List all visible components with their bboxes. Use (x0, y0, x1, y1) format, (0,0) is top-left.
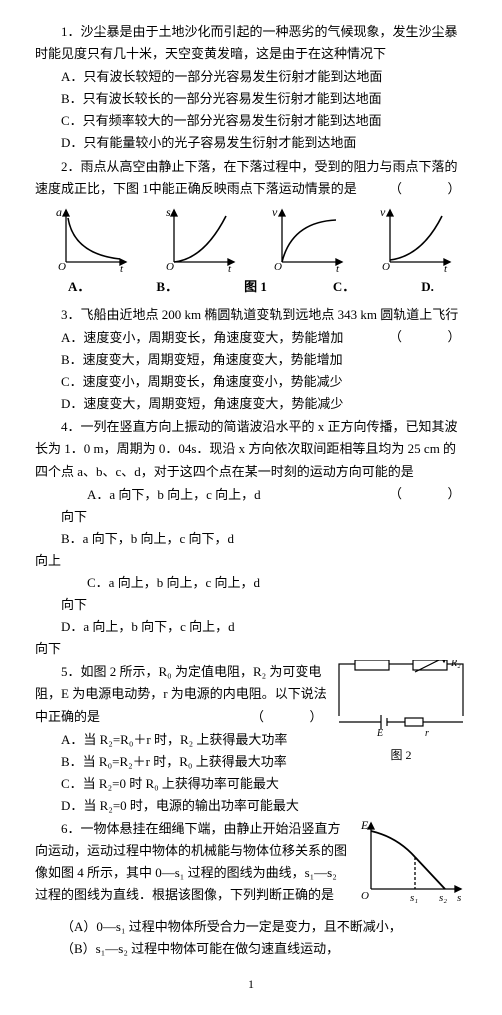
axis-O3: O (274, 261, 282, 273)
q2-graph-d: v O t (372, 204, 454, 274)
axis-t: t (120, 263, 124, 274)
q4-stem: 4．一列在竖直方向上振动的简谐波沿水平的 x 正方向传播，已知其波长为 1．0 … (35, 416, 467, 482)
q4-opt-b: B．a 向下，b 向上，c 向下，d 向上 (35, 528, 247, 572)
q6-graph: E O s₁ s₂ s (357, 817, 467, 909)
q5-caption: 图 2 (335, 745, 467, 765)
q5-figure: R₀ R₂ E r 图 2 (335, 660, 467, 765)
q2-figrow: a O t s O t v O t (35, 204, 467, 274)
q6-wrap: E O s₁ s₂ s 6．一物体悬挂在细绳下端，由静止开始沿竖直方向运动，运动… (35, 817, 467, 916)
axis-O: O (58, 261, 66, 273)
q6-O: O (361, 890, 369, 902)
q2-stem: 2．雨点从高空由静止下落，在下落过程中，受到的阻力与雨点下落的速度成正比，下图 … (35, 156, 467, 200)
q3-stem: 3．飞船由近地点 200 km 椭圆轨道变轨到远地点 343 km 圆轨道上飞行… (35, 304, 467, 326)
q5-circuit: R₀ R₂ E r (335, 660, 467, 736)
q4-opt-d: D．a 向上，b 向下，c 向上，d 向下 (35, 616, 247, 660)
axis-v: v (272, 205, 278, 219)
q2-label-a: A． (68, 276, 90, 298)
q1-opt-c: C．只有频率较大的一部分光容易发生衍射才能到达地面 (35, 110, 467, 132)
q2-label-mid: 图 1 (244, 276, 267, 298)
q2-label-b: B． (156, 276, 178, 298)
q4-stem-text: 4．一列在竖直方向上振动的简谐波沿水平的 x 正方向传播，已知其波长为 1．0 … (35, 419, 458, 478)
axis-a: a (56, 205, 62, 219)
q6-s2: s₂ (439, 892, 447, 904)
q1-opt-a: A．只有波长较短的一部分光容易发生衍射才能到达地面 (35, 66, 467, 88)
q2-graph-c: v O t (264, 204, 346, 274)
q6-figure: E O s₁ s₂ s (357, 817, 467, 916)
q1-stem: 1．沙尘暴是由于土地沙化而引起的一种恶劣的气候现象，发生沙尘暴时能见度只有几十米… (35, 21, 467, 65)
q5-R2: R₂ (450, 660, 461, 669)
q5-r: r (425, 728, 429, 736)
q6-E: E (360, 818, 369, 832)
axis-v2: v (380, 205, 386, 219)
q4-paren: （ ） (363, 483, 467, 505)
q2-graph-a: a O t (48, 204, 130, 274)
axis-t3: t (336, 263, 340, 274)
q5-wrap: R₀ R₂ E r 图 2 5．如图 2 所示，R₀ 为定值电阻，R₂ 为可变电… (35, 660, 467, 817)
axis-t4: t (444, 263, 448, 274)
q1-opt-d: D．只有能量较小的光子容易发生衍射才能到达地面 (35, 132, 467, 154)
q3-opt-b: B．速度变大，周期变短，角速度变大，势能增加 (35, 349, 467, 371)
q3-opt-d: D．速度变大，周期变短，角速度变大，势能减少 (35, 393, 467, 415)
page-number: 1 (35, 974, 467, 994)
q3-stem-text: 3．飞船由近地点 200 km 椭圆轨道变轨到远地点 343 km 圆轨道上飞行 (61, 307, 458, 322)
q5-opt-c: C．当 R₂=0 时 R₀ 上获得功率可能最大 (35, 773, 467, 795)
q5-E: E (376, 728, 383, 736)
q2-label-c: C． (333, 276, 355, 298)
q6-opt-a: （A）0—s₁ 过程中物体所受合力一定是变力，且不断减小， (35, 916, 467, 938)
q2-paren: （ ） (363, 178, 467, 200)
axis-s: s (166, 205, 171, 219)
axis-t2: t (228, 263, 232, 274)
q2-label-d: D. (421, 276, 434, 298)
q6-opt-b: （B）s₁—s₂ 过程中物体可能在做匀速直线运动， (35, 938, 467, 960)
q4-opt-c: C．a 向上，b 向上，c 向上，d 向下 (61, 572, 273, 616)
q6-s: s (457, 892, 461, 904)
q3-opt-c: C．速度变小，周期变长，角速度变小，势能减少 (35, 371, 467, 393)
axis-O4: O (382, 261, 390, 273)
q3-paren: （ ） (363, 326, 467, 348)
q2-graph-b: s O t (156, 204, 238, 274)
q4-opt-a: A．a 向下，b 向上，c 向上，d 向下 (61, 484, 273, 528)
q6-s1: s₁ (410, 892, 418, 904)
axis-O2: O (166, 261, 174, 273)
q4-line2: C．a 向上，b 向上，c 向上，d 向下 D．a 向上，b 向下，c 向上，d… (35, 572, 467, 660)
q5-opt-d: D．当 R₂=0 时，电源的输出功率可能最大 (35, 795, 467, 817)
q1-opt-b: B．只有波长较长的一部分光容易发生衍射才能到达地面 (35, 88, 467, 110)
q5-paren: （ ） (225, 706, 329, 728)
q2-labels: A． B． 图 1 C． D. (35, 276, 467, 298)
